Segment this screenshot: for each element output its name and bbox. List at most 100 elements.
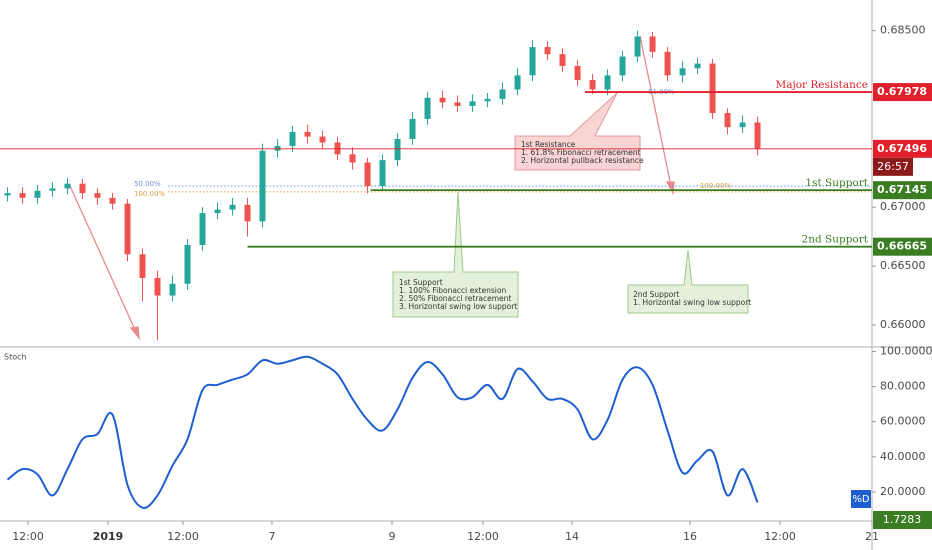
value-tag — [873, 511, 932, 529]
legend-label: %D — [852, 494, 870, 505]
callout-text: 2. 50% Fibonacci retracement — [399, 294, 511, 303]
callout-box — [627, 249, 749, 314]
candle-body — [364, 162, 371, 187]
candle-body — [529, 47, 536, 76]
candle-body — [649, 36, 656, 52]
candle-body — [514, 75, 521, 90]
candle-body — [79, 183, 86, 194]
x-tick-label: 12:00 — [467, 530, 499, 543]
candle-body — [439, 97, 446, 103]
x-tick-label: 12:00 — [167, 530, 199, 543]
candle-body — [169, 283, 176, 296]
candle-body — [484, 98, 491, 102]
candle-body — [49, 188, 56, 191]
price-tag — [873, 83, 932, 102]
countdown-tag — [873, 157, 913, 176]
price-tag-label: 0.67978 — [877, 85, 927, 98]
x-tick-label: 12:00 — [764, 530, 796, 543]
y-tick-label: 80.0000 — [880, 380, 926, 393]
fib-label: 100.00% — [134, 190, 165, 198]
value-tag-label: 1.7283 — [883, 513, 922, 526]
price-tag-label: 0.67145 — [877, 183, 927, 196]
candle-body — [544, 47, 551, 55]
candle-body — [154, 277, 161, 296]
candle-body — [694, 63, 701, 69]
price-tag — [873, 139, 932, 158]
price-tag — [873, 237, 932, 256]
x-tick-label: 21 — [865, 530, 879, 543]
legend-badge — [851, 490, 871, 508]
arrow — [639, 35, 672, 187]
x-tick-label: 14 — [565, 530, 579, 543]
candle-body — [574, 65, 581, 81]
fib-label: 100.00% — [700, 182, 731, 190]
x-tick-label: 9 — [388, 530, 395, 543]
candle-body — [589, 80, 596, 90]
candle-body — [724, 113, 731, 128]
callout-text: 1. Horizontal swing low support — [633, 298, 751, 307]
level-name: Major Resistance — [775, 79, 868, 91]
callout-text: 2nd Support — [633, 290, 679, 299]
candle-body — [19, 193, 26, 198]
candle-body — [184, 244, 191, 284]
callout-text: 1st Resistance — [521, 140, 576, 149]
x-tick-label: 16 — [683, 530, 697, 543]
y-tick-label: 100.0000 — [880, 345, 932, 358]
candle-body — [619, 56, 626, 76]
y-tick-label: 60.0000 — [880, 415, 926, 428]
level-name: 1st Support — [805, 177, 868, 189]
candle-body — [469, 101, 476, 106]
x-tick-label: 12:00 — [12, 530, 44, 543]
stoch-title: Stoch — [4, 353, 27, 362]
candle-body — [499, 89, 506, 99]
candle-body — [379, 160, 386, 187]
candle-body — [334, 142, 341, 155]
y-tick-label: 0.67000 — [880, 200, 926, 213]
stoch-line — [6, 355, 759, 509]
callout-box — [392, 191, 519, 318]
candle-body — [304, 131, 311, 137]
y-tick-label: 0.68500 — [880, 24, 926, 37]
candle-body — [274, 146, 281, 151]
candle-body — [319, 136, 326, 143]
candle-body — [409, 118, 416, 139]
y-tick-label: 0.66000 — [880, 318, 926, 331]
y-tick-label: 40.0000 — [880, 450, 926, 463]
price-tag-label: 0.67496 — [877, 142, 927, 155]
callout-text: 2. Horizontal pullback resistance — [521, 156, 644, 165]
candle-body — [259, 150, 266, 222]
candle-body — [679, 68, 686, 76]
candle-body — [289, 131, 296, 147]
level-name: 2nd Support — [802, 234, 869, 246]
y-tick-label: 0.66500 — [880, 259, 926, 272]
arrows — [69, 35, 675, 341]
candle-body — [394, 138, 401, 161]
price-tag — [873, 181, 932, 200]
candle-body — [754, 122, 761, 149]
countdown-label: 26:57 — [877, 160, 909, 173]
candle-body — [604, 75, 611, 90]
callout-text: 1. 100% Fibonacci extension — [399, 286, 506, 295]
x-tick-label: 7 — [268, 530, 275, 543]
y-tick-label: 20.0000 — [880, 485, 926, 498]
candle-body — [139, 254, 146, 278]
callout-text: 1st Support — [399, 278, 443, 287]
candle-body — [64, 183, 71, 189]
candle-body — [229, 204, 236, 210]
candle-body — [4, 193, 11, 196]
candle-body — [34, 190, 41, 198]
candle-body — [124, 203, 131, 255]
candle-body — [559, 54, 566, 66]
candle-body — [214, 209, 221, 214]
candle-body — [424, 97, 431, 119]
candle-body — [244, 204, 251, 222]
candle-body — [109, 197, 116, 204]
candle-body — [739, 122, 746, 128]
candle-body — [709, 63, 716, 114]
callout-text: 1. 61.8% Fibonacci retracement — [521, 148, 641, 157]
candle-body — [634, 36, 641, 57]
candle-body — [454, 102, 461, 106]
candle-body — [199, 213, 206, 245]
candle-body — [349, 154, 356, 163]
